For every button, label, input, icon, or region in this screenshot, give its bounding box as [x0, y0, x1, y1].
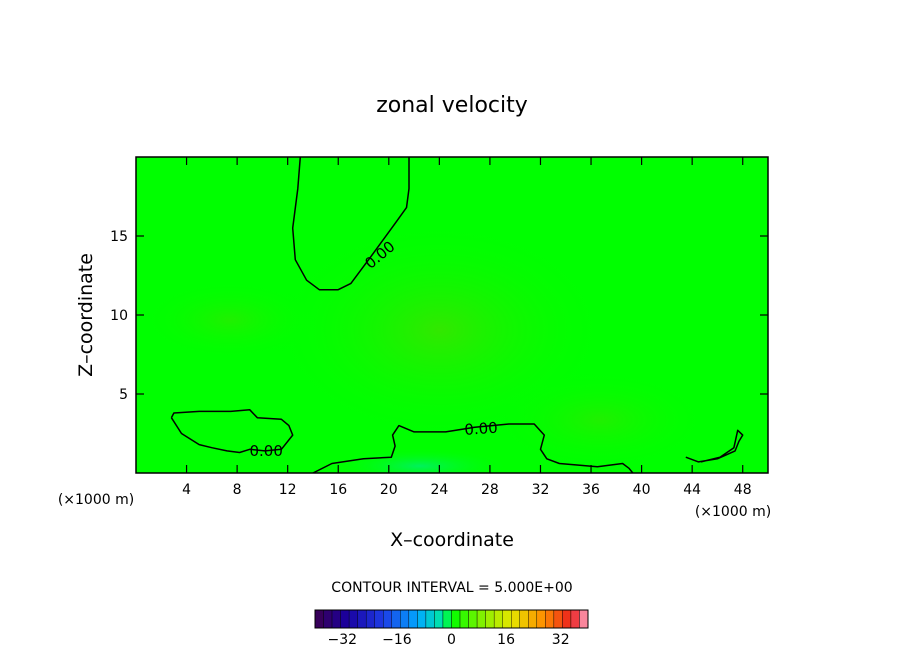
colorbar-swatch [331, 609, 341, 629]
colorbar-tick-labels: −32 −16 0 16 32 [328, 632, 570, 648]
colorbar-swatch [314, 609, 324, 629]
colorbar-swatch [536, 609, 546, 629]
colorbar-swatch [553, 609, 563, 629]
zero-contour-line [291, 157, 410, 291]
colorbar-tick-label: 0 [447, 632, 456, 648]
colorbar-swatch [545, 609, 555, 629]
x-tick-label: 20 [380, 482, 398, 498]
contour-value-label: 0.00 [464, 419, 499, 439]
x-tick-label: 48 [734, 482, 752, 498]
zero-contour-line [685, 429, 744, 463]
colorbar-swatch [323, 609, 333, 629]
y-tick-label: 10 [110, 308, 128, 324]
colorbar-swatch [476, 609, 486, 629]
colorbar-swatch [528, 609, 538, 629]
colorbar-swatch [357, 609, 367, 629]
colorbar-swatch [468, 609, 478, 629]
field-region-warm [140, 280, 320, 360]
x-tick-label: 24 [430, 482, 448, 498]
x-tick-label: 40 [633, 482, 651, 498]
x-tick-labels: 4 8 12 16 20 24 28 32 36 40 44 48 [182, 482, 752, 498]
chart-title: zonal velocity [376, 93, 528, 118]
colorbar [314, 609, 589, 629]
x-tick-label: 16 [329, 482, 347, 498]
colorbar-swatch [408, 609, 418, 629]
colorbar-swatch [579, 609, 589, 629]
plot-area: 0.000.000.00 [135, 156, 769, 474]
colorbar-swatch [365, 609, 375, 629]
x-unit-right: (×1000 m) [695, 504, 771, 520]
colorbar-swatch [442, 609, 452, 629]
zero-contour-line [170, 409, 294, 454]
colorbar-swatch [459, 609, 469, 629]
colorbar-swatch [570, 609, 580, 629]
colorbar-swatch [391, 609, 401, 629]
x-tick-label: 32 [532, 482, 550, 498]
x-unit-left: (×1000 m) [58, 492, 134, 508]
y-axis-label: Z–coordinate [75, 253, 97, 377]
x-tick-label: 36 [582, 482, 600, 498]
y-tick-labels: 5 10 15 [110, 229, 128, 403]
colorbar-swatch [348, 609, 358, 629]
x-tick-label: 12 [279, 482, 297, 498]
colorbar-swatch [400, 609, 410, 629]
colorbar-swatch [340, 609, 350, 629]
colorbar-swatch [417, 609, 427, 629]
contour-value-label: 0.00 [249, 442, 282, 460]
x-tick-label: 44 [683, 482, 701, 498]
y-tick-label: 15 [110, 229, 128, 245]
colorbar-tick-label: 16 [497, 632, 515, 648]
colorbar-swatch [451, 609, 461, 629]
colorbar-swatch [519, 609, 529, 629]
colorbar-swatch [434, 609, 444, 629]
x-axis-label: X–coordinate [390, 529, 514, 551]
colorbar-swatch [511, 609, 520, 629]
x-tick-label: 28 [481, 482, 499, 498]
colorbar-swatch [374, 609, 384, 629]
field-region-cool [330, 448, 510, 473]
colorbar-frame [314, 609, 589, 629]
colorbar-tick-label: −16 [382, 632, 412, 648]
colorbar-swatch [493, 609, 503, 629]
contour-interval-label: CONTOUR INTERVAL = 5.000E+00 [331, 580, 572, 596]
colorbar-swatch [485, 609, 495, 629]
x-tick-label: 8 [233, 482, 242, 498]
field-shading [140, 220, 710, 473]
y-tick-label: 5 [119, 387, 128, 403]
colorbar-tick-label: 32 [552, 632, 570, 648]
colorbar-swatch [425, 609, 435, 629]
field-region-warm [490, 370, 710, 470]
colorbar-swatch [383, 609, 392, 629]
colorbar-swatch [502, 609, 512, 629]
axis-ticks [136, 157, 768, 473]
colorbar-swatch [562, 609, 572, 629]
colorbar-tick-label: −32 [328, 632, 358, 648]
x-tick-label: 4 [182, 482, 191, 498]
